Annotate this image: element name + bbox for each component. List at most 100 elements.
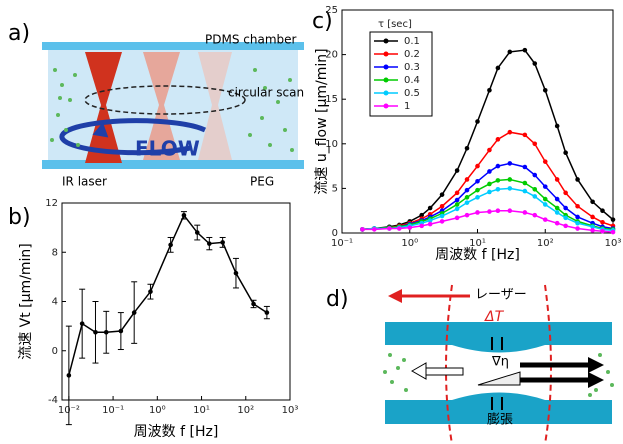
legend-label: 0.4 — [404, 75, 420, 86]
scan-path — [84, 85, 246, 115]
data-point — [532, 212, 538, 218]
diagram-text: レーザー — [475, 288, 527, 303]
diagram-text: PDMS chamber — [205, 33, 297, 47]
panel-label: a) — [8, 21, 30, 46]
data-point — [439, 219, 445, 224]
data-point — [407, 225, 413, 230]
data-point — [532, 194, 538, 199]
x-axis-label: 周波数 f [Hz] — [134, 424, 219, 440]
legend-marker — [383, 38, 389, 44]
legend-marker — [383, 77, 389, 83]
x-tick-label: 10² — [537, 238, 554, 249]
data-point — [396, 226, 402, 231]
data-point — [427, 221, 433, 227]
data-point — [475, 210, 480, 215]
data-point — [600, 228, 605, 234]
data-point — [454, 197, 460, 203]
compression-arrows — [491, 337, 503, 410]
y-tick-label: 10 — [325, 139, 338, 150]
data-point — [554, 177, 560, 182]
data-point — [610, 229, 616, 235]
data-point — [522, 210, 528, 215]
data-point — [495, 65, 501, 71]
data-point — [590, 214, 595, 220]
y-tick-label: 25 — [325, 5, 338, 16]
data-point — [464, 195, 470, 200]
y-tick-label: 0 — [332, 228, 338, 239]
data-point — [532, 186, 538, 192]
data-point — [148, 289, 153, 294]
data-point — [118, 328, 124, 334]
data-point — [495, 163, 501, 169]
x-tick-label: 10¹ — [193, 405, 210, 416]
x-tick-label: 10² — [237, 405, 254, 416]
data-point — [79, 321, 85, 326]
y-tick-label: 12 — [45, 198, 58, 209]
data-point — [542, 196, 548, 202]
data-point — [590, 224, 595, 230]
flow-arrowhead — [588, 372, 604, 388]
data-point — [575, 214, 580, 220]
data-point — [66, 373, 72, 378]
data-point — [168, 242, 173, 248]
data-point — [439, 192, 445, 197]
data-point — [454, 206, 460, 212]
y-tick-label: 0 — [52, 346, 58, 357]
y-tick-label: 15 — [325, 94, 338, 105]
data-point — [563, 150, 568, 156]
data-point — [590, 199, 595, 205]
data-point — [220, 240, 225, 245]
data-point — [507, 186, 513, 191]
data-point — [563, 190, 568, 196]
data-point — [575, 177, 580, 182]
data-point — [600, 208, 605, 213]
x-axis-label: 周波数 f [Hz] — [435, 247, 520, 263]
data-point — [522, 164, 528, 170]
data-point — [554, 123, 560, 129]
data-point — [532, 172, 538, 178]
data-point — [419, 223, 424, 229]
x-tick-label: 10¹ — [469, 238, 486, 249]
top-plate — [42, 42, 304, 50]
diagram-text: ∇η — [491, 355, 509, 370]
data-point — [554, 220, 560, 226]
x-tick-label: 10⁻¹ — [102, 405, 124, 416]
data-point — [419, 212, 424, 218]
data-point — [131, 310, 137, 315]
laser-cone — [143, 52, 180, 160]
y-tick-label: 20 — [325, 50, 338, 61]
data-point — [360, 227, 365, 232]
diagram-text: PEG — [250, 175, 274, 189]
legend-box — [369, 31, 433, 117]
diagram-text: ΔT — [484, 309, 505, 325]
data-point — [575, 220, 580, 226]
data-point — [487, 147, 492, 153]
data-point — [495, 208, 501, 213]
data-point — [475, 195, 480, 200]
data-point — [464, 177, 470, 182]
panel-label: c) — [312, 9, 333, 34]
data-point — [475, 119, 480, 124]
data-point — [575, 226, 580, 231]
legend-label: 1 — [404, 101, 410, 112]
data-point — [194, 230, 200, 235]
data-point — [600, 219, 605, 225]
data-point — [563, 205, 568, 211]
x-tick-label: 10³ — [605, 238, 622, 249]
data-point — [532, 141, 538, 147]
data-point — [251, 301, 256, 307]
data-point — [464, 187, 470, 193]
data-point — [454, 190, 460, 196]
data-point — [542, 184, 548, 189]
data-point — [542, 159, 548, 164]
data-point — [454, 202, 460, 207]
gradient-wedge — [477, 371, 521, 386]
data-point — [522, 132, 528, 138]
x-tick-label: 10⁻¹ — [331, 238, 353, 249]
data-point — [563, 223, 568, 229]
data-line — [68, 213, 268, 376]
legend-marker — [383, 64, 389, 70]
peg-dots — [383, 353, 614, 397]
y-tick-label: 5 — [332, 183, 338, 194]
